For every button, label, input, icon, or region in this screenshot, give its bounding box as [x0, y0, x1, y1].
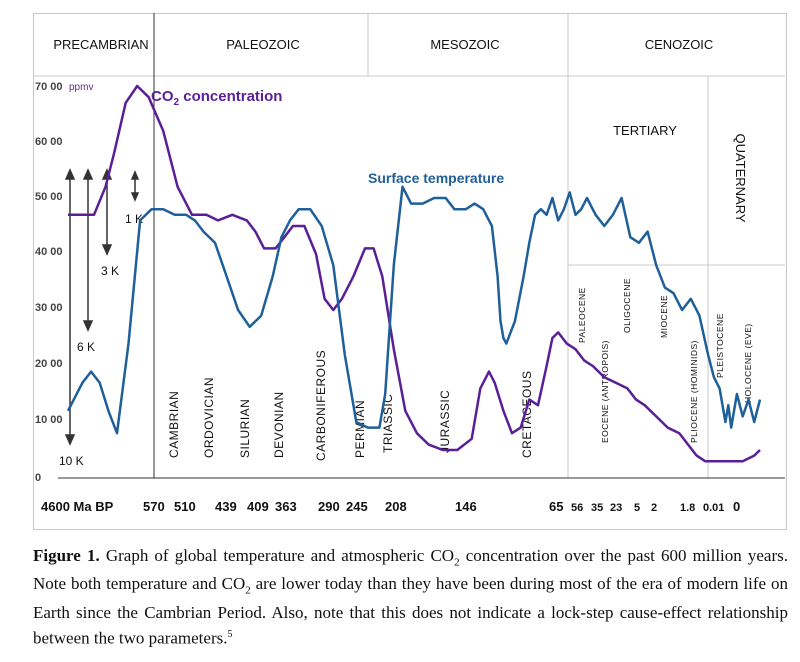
era-label: PRECAMBRIAN [53, 37, 148, 52]
era-label: CENOZOIC [645, 37, 714, 52]
period-label: CAMBRIAN [167, 391, 181, 458]
caption-text: concentration over the past [459, 546, 655, 565]
period-label: JURASSIC [438, 390, 452, 453]
y-tick-label: 50 00 [35, 191, 63, 203]
x-tick-label: 363 [275, 499, 297, 514]
sub-era-label: TERTIARY [613, 123, 677, 138]
x-axis: 4600 Ma BP 570 510 439 409 363 290 245 2… [41, 499, 740, 514]
epoch-label: MIOCENE [659, 295, 669, 338]
y-tick-label: 60 00 [35, 136, 63, 148]
delta-label: 10 K [59, 454, 84, 468]
y-unit-label: ppmv [69, 82, 93, 93]
era-label: PALEOZOIC [226, 37, 299, 52]
x-tick-label: 570 [143, 499, 165, 514]
period-label: SILURIAN [238, 399, 252, 458]
temperature-series-label: Surface temperature [368, 170, 504, 186]
x-tick-label: 56 [571, 502, 583, 514]
epoch-label: PALEOCENE [577, 287, 587, 343]
x-tick-label: 23 [610, 502, 622, 514]
x-tick-label: 245 [346, 499, 368, 514]
arrow-head [64, 434, 76, 446]
delta-label: 1 K [125, 212, 143, 226]
x-tick-label: 2 [651, 502, 657, 514]
co2-label-sub: 2 [174, 97, 180, 108]
arrow-head [101, 244, 113, 256]
y-tick-label: 40 00 [35, 246, 63, 258]
co2-label-main: CO [151, 88, 174, 105]
x-tick-label: 510 [174, 499, 196, 514]
arrow-head [82, 320, 94, 332]
x-tick-label: 409 [247, 499, 269, 514]
era-label: MESOZOIC [430, 37, 499, 52]
y-tick-label: 10 00 [35, 414, 63, 426]
y-tick-label: 20 00 [35, 358, 63, 370]
surface-temperature-line [66, 185, 762, 435]
arrow-head [130, 192, 140, 202]
period-labels: CAMBRIAN ORDOVICIAN SILURIAN DEVONIAN CA… [167, 350, 534, 461]
period-label: TRIASSIC [381, 394, 395, 453]
figure-caption: Figure 1. Graph of global temperature an… [33, 545, 788, 649]
co2-temperature-chart: PRECAMBRIAN PALEOZOIC MESOZOIC CENOZOIC … [33, 13, 785, 514]
sub-era-label: QUATERNARY [733, 133, 748, 222]
x-tick-label: 290 [318, 499, 340, 514]
period-label: DEVONIAN [272, 391, 286, 458]
caption-text: 600 million years. Note both temperature… [33, 546, 789, 594]
arrow-head [64, 168, 76, 180]
y-tick-label: 30 00 [35, 302, 63, 314]
epoch-label: EOCENE (ANTROPOIS) [600, 340, 610, 443]
epoch-label: HOLOCENE (EVE) [743, 323, 753, 403]
period-label: CARBONIFEROUS [314, 350, 328, 461]
x-tick-label: 0 [733, 499, 740, 514]
epoch-labels: PALEOCENE EOCENE (ANTROPOIS) OLIGOCENE M… [577, 278, 753, 443]
epoch-label: PLIOCENE (HOMINIDS) [689, 340, 699, 443]
delta-label: 6 K [77, 340, 95, 354]
x-tick-label: 4600 Ma BP [41, 499, 114, 514]
period-label: ORDOVICIAN [202, 377, 216, 458]
co2-label-rest: concentration [179, 88, 282, 105]
caption-text: this does not indicate a lock-step cause… [33, 602, 788, 648]
figure-label: Figure 1. [33, 546, 100, 565]
caption-text: during most of the era of modern life on… [33, 574, 789, 622]
period-label: CRETACEOUS [520, 371, 534, 458]
caption-text: are lower today than they have been [250, 574, 505, 594]
co2-concentration-line [68, 84, 761, 463]
period-label: PERMIAN [353, 400, 367, 458]
y-axis: 70 00 ppmv 60 00 50 00 40 00 30 00 20 00… [35, 81, 93, 484]
x-tick-label: 146 [455, 499, 477, 514]
arrow-head [82, 168, 94, 180]
x-tick-label: 0.01 [703, 502, 724, 514]
x-tick-label: 5 [634, 502, 640, 514]
x-tick-label: 65 [549, 499, 563, 514]
footnote-ref: 5 [227, 628, 233, 640]
x-tick-label: 35 [591, 502, 603, 514]
arrow-head [130, 170, 140, 180]
epoch-label: PLEISTOCENE [715, 313, 725, 378]
chart-frame [33, 13, 787, 530]
caption-text: Graph of global temperature and atmosphe… [99, 546, 455, 565]
y-tick-label: 70 00 [35, 81, 63, 93]
caption-subscript: 2 [454, 556, 460, 569]
y-tick-label: 0 [35, 472, 41, 484]
x-tick-label: 439 [215, 499, 237, 514]
delta-label: 3 K [101, 264, 119, 278]
x-tick-label: 1.8 [680, 502, 695, 514]
epoch-label: OLIGOCENE [622, 278, 632, 333]
x-tick-label: 208 [385, 499, 407, 514]
caption-subscript: 2 [245, 584, 251, 597]
co2-series-label: CO2 concentration [151, 88, 282, 108]
